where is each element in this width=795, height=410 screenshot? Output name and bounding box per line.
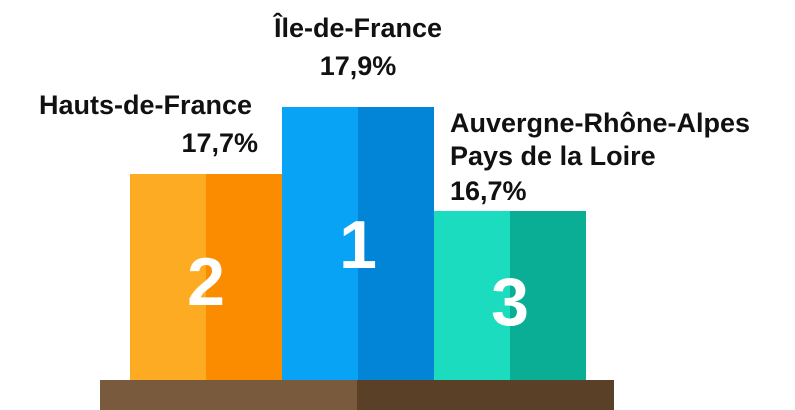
chart: 1 Île-de-France 17,9% 2 Hauts-de-France 17,7%… xyxy=(0,0,795,410)
rank-number: 3 xyxy=(491,264,529,340)
value-label: 17,9% xyxy=(320,51,397,81)
region-label: Auvergne-Rhône-Alpes xyxy=(450,108,750,138)
region-label: Île-de-France xyxy=(272,12,442,43)
rank-number: 2 xyxy=(187,244,225,320)
podium-base xyxy=(100,380,357,410)
value-label: 16,7% xyxy=(450,176,527,206)
region-label: Hauts-de-France xyxy=(39,90,252,120)
rank-number: 1 xyxy=(339,207,377,283)
podium-base xyxy=(357,380,614,410)
value-label: 17,7% xyxy=(181,128,258,158)
region-label: Pays de la Loire xyxy=(450,141,656,171)
